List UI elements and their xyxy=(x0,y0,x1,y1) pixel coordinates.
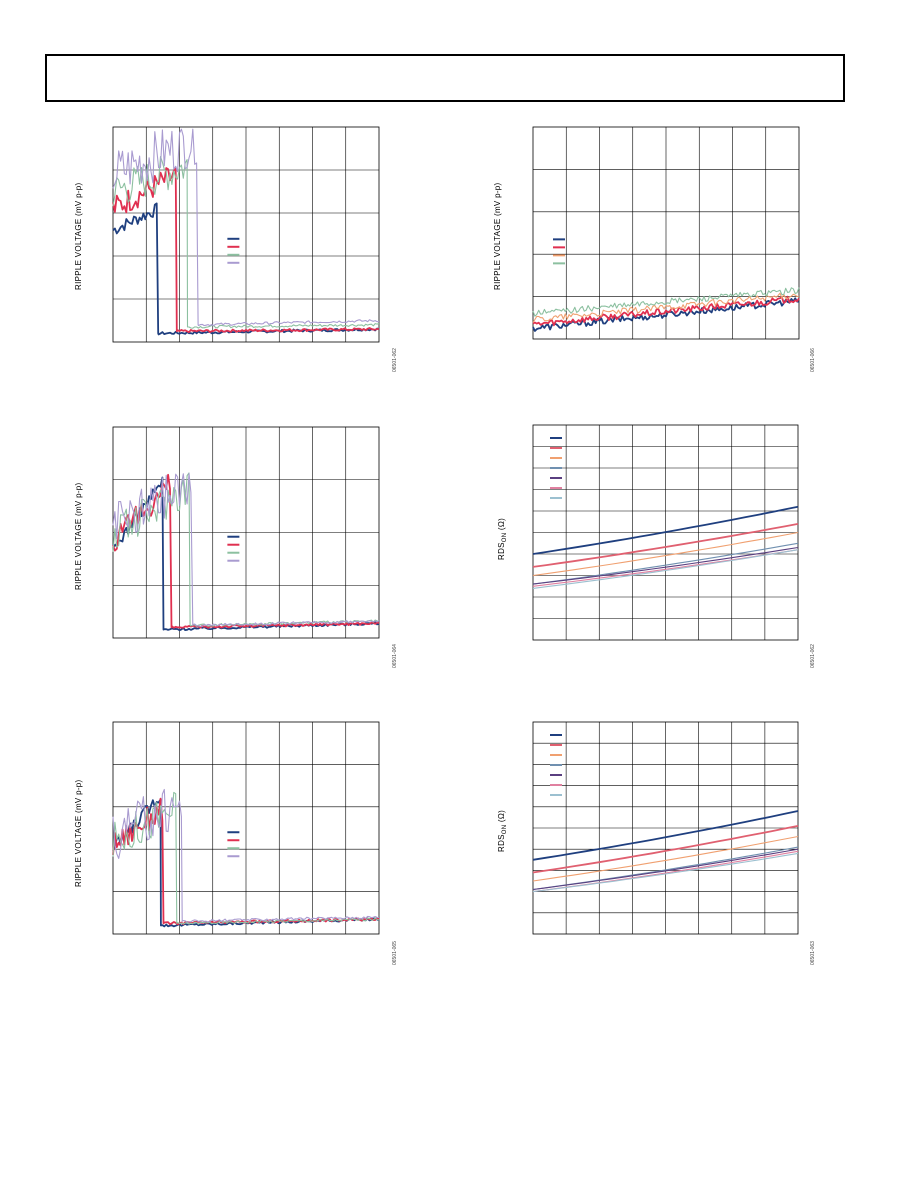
series-line xyxy=(532,852,799,893)
figure-code: 06501-062 xyxy=(810,644,816,668)
series-line xyxy=(112,128,380,327)
chart-ripple-voltage-1 xyxy=(112,126,380,343)
chart-plot xyxy=(112,126,380,343)
series-line xyxy=(112,472,380,627)
y-axis-label-rds: RDSON (Ω) xyxy=(497,810,508,852)
series-line xyxy=(532,546,799,585)
figure-code: 06501-064 xyxy=(392,644,398,668)
plot-frame xyxy=(112,126,380,343)
y-axis-label-rds: RDSON (Ω) xyxy=(497,518,508,560)
chart-ripple-voltage-2 xyxy=(532,126,800,340)
series-line xyxy=(532,549,799,589)
rds-label-unit: (Ω) xyxy=(497,809,506,825)
series-line xyxy=(532,531,799,577)
rds-label-sub: ON xyxy=(502,532,508,543)
series-line xyxy=(532,287,800,317)
chart-ripple-voltage-4 xyxy=(112,721,380,935)
figure-code: 06501-066 xyxy=(810,348,816,372)
series-line xyxy=(112,166,380,334)
y-axis-label: RIPPLE VOLTAGE (mV p-p) xyxy=(74,482,83,590)
plot-frame xyxy=(532,126,800,340)
plot-frame xyxy=(532,721,799,935)
series-line xyxy=(532,297,800,332)
y-axis-label: RIPPLE VOLTAGE (mV p-p) xyxy=(74,182,83,290)
plot-frame xyxy=(112,426,380,639)
series-line xyxy=(532,810,799,861)
plot-frame xyxy=(112,721,380,935)
rds-label-main: RDS xyxy=(497,542,506,560)
series-line xyxy=(112,156,380,329)
rds-label-unit: (Ω) xyxy=(497,517,506,533)
rds-label-main: RDS xyxy=(497,834,506,852)
chart-rds-on-2 xyxy=(532,721,799,935)
chart-plot xyxy=(532,721,799,935)
rds-label-sub: ON xyxy=(502,824,508,835)
series-line xyxy=(532,523,799,568)
series-line xyxy=(532,505,799,555)
series-line xyxy=(532,542,799,585)
figure-code: 06501-065 xyxy=(392,941,398,965)
series-line xyxy=(112,791,380,925)
chart-plot xyxy=(112,426,380,639)
series-line xyxy=(532,292,800,323)
series-line xyxy=(532,295,800,327)
chart-rds-on-1 xyxy=(532,424,799,641)
series-line xyxy=(532,835,799,882)
y-axis-label: RIPPLE VOLTAGE (mV p-p) xyxy=(493,182,502,290)
series-line xyxy=(532,848,799,891)
series-line xyxy=(532,825,799,874)
chart-plot xyxy=(532,424,799,641)
chart-plot xyxy=(532,126,800,340)
series-line xyxy=(112,788,380,923)
figure-code: 06501-063 xyxy=(810,941,816,965)
chart-plot xyxy=(112,721,380,935)
page-header-box xyxy=(45,54,845,102)
y-axis-label: RIPPLE VOLTAGE (mV p-p) xyxy=(74,779,83,887)
figure-code: 06501-062 xyxy=(392,348,398,372)
chart-ripple-voltage-3 xyxy=(112,426,380,639)
series-line xyxy=(112,473,380,629)
